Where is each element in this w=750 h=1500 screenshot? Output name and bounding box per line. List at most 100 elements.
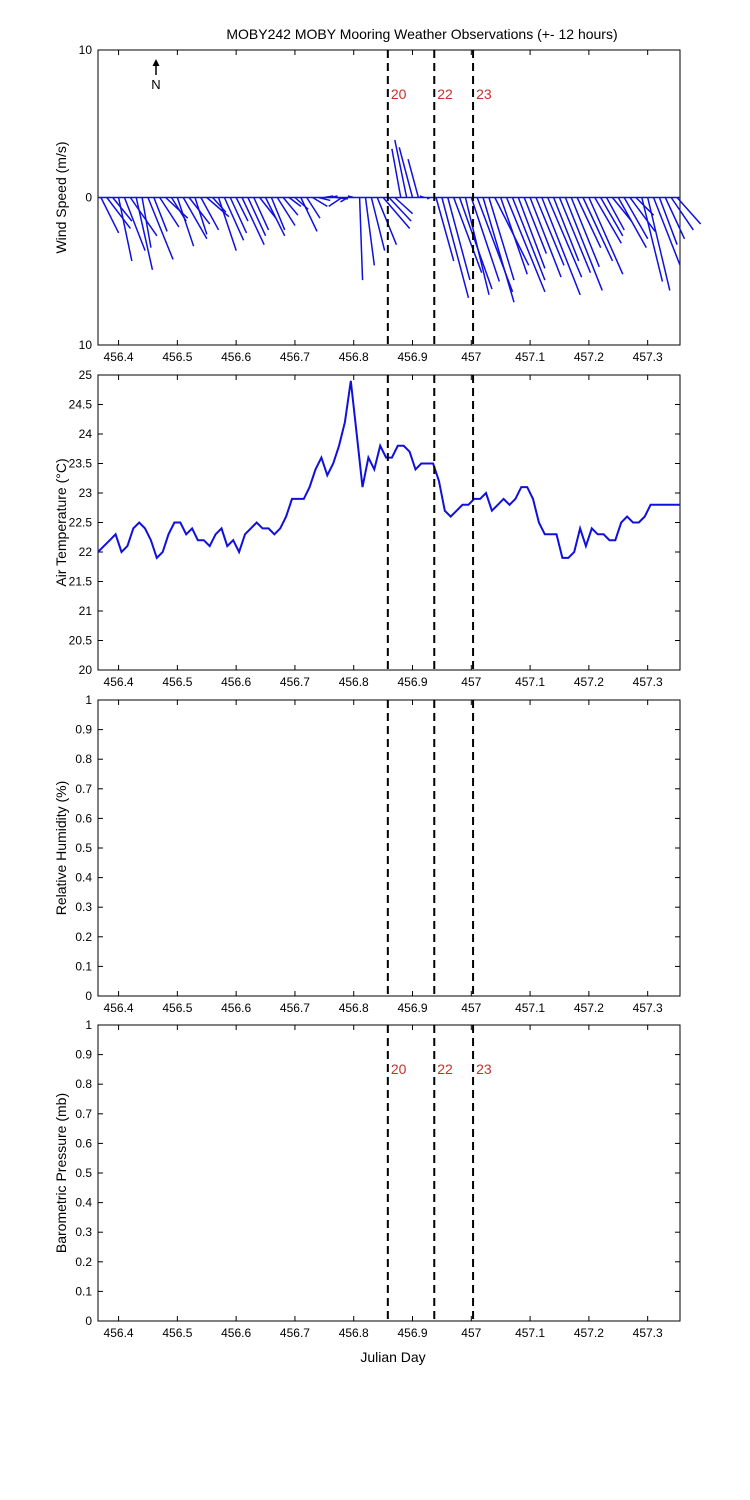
wind-vector (117, 197, 133, 262)
wind-vector (176, 197, 195, 247)
x-tick-label: 456.6 (221, 675, 251, 689)
y-tick-label: 0 (85, 191, 92, 205)
y-tick-label: 0.4 (75, 871, 92, 885)
y-axis-label: Barometric Pressure (mb) (53, 1093, 69, 1253)
wind-vector (358, 197, 364, 281)
wind-vector (470, 197, 501, 282)
x-tick-label: 456.4 (104, 350, 134, 364)
x-tick-label: 456.9 (397, 1001, 427, 1015)
wind-vector (153, 197, 168, 232)
north-arrow-icon (152, 59, 160, 66)
x-tick-label: 456.7 (280, 675, 310, 689)
x-tick-label: 457.3 (633, 1326, 663, 1340)
axes-frame (97, 699, 681, 997)
wind-vector (165, 196, 189, 219)
x-tick-label: 456.5 (162, 1001, 192, 1015)
x-tick-label: 456.7 (280, 1001, 310, 1015)
x-tick-label: 456.5 (162, 675, 192, 689)
x-tick-label: 456.5 (162, 350, 192, 364)
x-tick-label: 457.3 (633, 675, 663, 689)
y-tick-label: 0.1 (75, 1284, 92, 1298)
y-tick-label: 0.5 (75, 841, 92, 855)
wind-vector (223, 197, 245, 241)
wind-vector (282, 197, 299, 216)
x-tick-label: 456.8 (339, 1001, 369, 1015)
wind-vector (147, 197, 174, 260)
x-tick-label: 457.1 (515, 350, 545, 364)
wind-vector (194, 197, 208, 235)
y-tick-label: 22.5 (69, 516, 93, 530)
wind-vector (370, 197, 386, 251)
wind-vector (328, 196, 343, 207)
air-temperature-line (97, 380, 680, 560)
axes-frame (97, 374, 681, 671)
wind-vector (288, 196, 302, 207)
wind-vector (100, 197, 120, 234)
y-tick-label: 0 (85, 1314, 92, 1328)
y-tick-label: 10 (79, 43, 93, 57)
wind-vector (447, 197, 471, 281)
x-tick-label: 457 (461, 1326, 481, 1340)
event-label: 22 (437, 86, 453, 102)
wind-vector (135, 197, 154, 270)
x-tick-label: 456.4 (104, 1326, 134, 1340)
y-tick-label: 10 (79, 338, 93, 352)
wind-vector (394, 139, 408, 198)
y-tick-label: 1 (85, 693, 92, 707)
wind-vector (253, 197, 270, 231)
event-label: 20 (391, 86, 407, 102)
x-tick-label: 456.8 (339, 1326, 369, 1340)
wind-vector (623, 197, 649, 240)
y-tick-label: 20.5 (69, 634, 93, 648)
wind-vector (570, 197, 600, 268)
y-tick-label: 0.9 (75, 1048, 92, 1062)
x-tick-label: 456.8 (339, 675, 369, 689)
wind-vector (588, 197, 624, 275)
wind-vector (382, 197, 411, 229)
wind-speed-panel: 456.4 456.5 456.6 456.7 456.8 456.9 457 457.1 45… (53, 43, 702, 364)
y-tick-label: 0.4 (75, 1196, 92, 1210)
wind-vector (646, 197, 671, 291)
wind-vector (505, 197, 546, 293)
y-tick-label: 0.9 (75, 723, 92, 737)
x-tick-label: 457.3 (633, 1001, 663, 1015)
x-axis-label: Julian Day (360, 1349, 425, 1365)
wind-vector (582, 197, 614, 262)
x-tick-label: 457.2 (574, 350, 604, 364)
wind-vector (599, 197, 624, 237)
wind-vector (235, 197, 249, 222)
wind-vector (206, 196, 230, 218)
wind-vector (312, 196, 328, 207)
wind-vector (270, 197, 286, 231)
wind-vector (664, 197, 686, 240)
y-tick-label: 0.7 (75, 782, 92, 796)
wind-vector (676, 197, 702, 225)
wind-vector (212, 196, 227, 213)
wind-vector (464, 197, 490, 296)
wind-vector (200, 197, 220, 231)
wind-vector (112, 197, 133, 222)
x-tick-label: 456.9 (397, 350, 427, 364)
wind-vector (517, 197, 546, 269)
wind-vector (364, 197, 376, 266)
wind-vector (523, 197, 548, 254)
wind-vector (106, 197, 132, 229)
x-tick-label: 456.7 (280, 1326, 310, 1340)
wind-vector (605, 197, 625, 231)
y-tick-label: 0.6 (75, 811, 92, 825)
y-axis-label: Relative Humidity (%) (53, 781, 69, 916)
wind-vector (552, 197, 580, 262)
y-tick-label: 1 (85, 1018, 92, 1032)
wind-vector (482, 197, 515, 303)
wind-vector (426, 196, 431, 200)
north-label: N (151, 77, 160, 92)
wind-vector (617, 197, 647, 249)
wind-vector (547, 197, 583, 278)
wind-vector (347, 195, 354, 199)
x-tick-label: 457 (461, 350, 481, 364)
wind-vector (594, 197, 622, 244)
wind-vector (159, 197, 180, 228)
x-tick-label: 456.8 (339, 350, 369, 364)
wind-vector (541, 197, 581, 296)
